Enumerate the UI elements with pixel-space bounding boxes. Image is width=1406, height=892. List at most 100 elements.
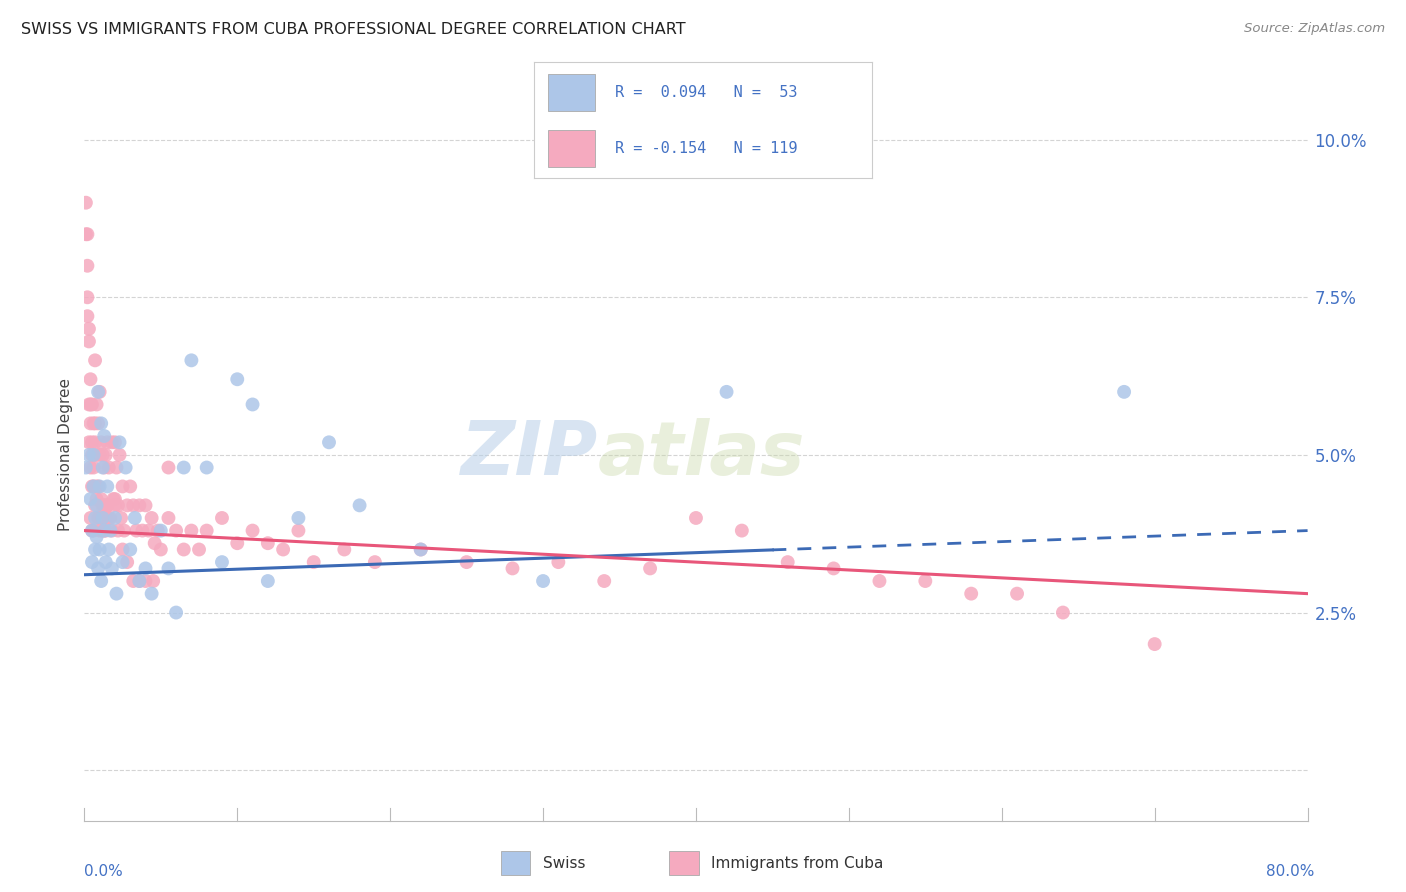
Point bbox=[86, 448, 108, 462]
Point bbox=[89, 511, 111, 525]
Point bbox=[89, 524, 111, 538]
Point bbox=[84, 435, 107, 450]
Point bbox=[108, 435, 131, 450]
Point bbox=[180, 353, 202, 368]
Point bbox=[131, 524, 153, 538]
Point bbox=[173, 460, 195, 475]
Point bbox=[1052, 606, 1074, 620]
Point bbox=[90, 574, 112, 588]
Point bbox=[87, 384, 110, 399]
Point bbox=[91, 499, 114, 513]
Point bbox=[97, 460, 120, 475]
Text: SWISS VS IMMIGRANTS FROM CUBA PROFESSIONAL DEGREE CORRELATION CHART: SWISS VS IMMIGRANTS FROM CUBA PROFESSION… bbox=[21, 22, 686, 37]
Point bbox=[124, 511, 146, 525]
Point bbox=[76, 290, 98, 304]
Point bbox=[86, 397, 108, 411]
Point bbox=[86, 479, 108, 493]
Point bbox=[105, 460, 128, 475]
Point bbox=[77, 322, 100, 336]
Text: R =  0.094   N =  53: R = 0.094 N = 53 bbox=[616, 85, 797, 100]
Point bbox=[143, 536, 166, 550]
Point bbox=[75, 195, 97, 210]
Bar bbox=[548, 129, 595, 167]
Point bbox=[104, 435, 127, 450]
Point bbox=[115, 555, 138, 569]
Point bbox=[93, 499, 115, 513]
Point bbox=[409, 542, 432, 557]
Point bbox=[165, 606, 187, 620]
Point bbox=[226, 536, 249, 550]
Point bbox=[76, 227, 98, 242]
Point bbox=[96, 499, 118, 513]
Point bbox=[94, 511, 117, 525]
Point bbox=[80, 479, 103, 493]
Point bbox=[1114, 384, 1136, 399]
Point bbox=[83, 524, 105, 538]
Point bbox=[456, 555, 478, 569]
Point bbox=[98, 524, 121, 538]
Point bbox=[79, 372, 101, 386]
Point bbox=[111, 542, 134, 557]
Point bbox=[960, 587, 983, 601]
Point bbox=[731, 524, 754, 538]
Point bbox=[287, 511, 309, 525]
Point bbox=[75, 460, 97, 475]
Point bbox=[79, 460, 101, 475]
Point bbox=[302, 555, 325, 569]
Point bbox=[101, 435, 124, 450]
Point bbox=[107, 499, 129, 513]
Text: atlas: atlas bbox=[598, 418, 806, 491]
Point bbox=[593, 574, 616, 588]
Point bbox=[157, 460, 180, 475]
Point bbox=[110, 511, 132, 525]
Point bbox=[91, 448, 114, 462]
Point bbox=[502, 561, 524, 575]
Point bbox=[94, 524, 117, 538]
Point bbox=[90, 417, 112, 431]
Point bbox=[89, 448, 111, 462]
Point bbox=[104, 511, 127, 525]
Point bbox=[86, 499, 108, 513]
Point bbox=[101, 524, 124, 538]
Point bbox=[98, 511, 121, 525]
Point bbox=[149, 542, 172, 557]
Point bbox=[180, 524, 202, 538]
Point bbox=[195, 524, 218, 538]
Point bbox=[135, 574, 157, 588]
Point bbox=[122, 499, 145, 513]
Point bbox=[111, 479, 134, 493]
Point bbox=[128, 499, 150, 513]
Point bbox=[257, 536, 280, 550]
Point bbox=[188, 542, 211, 557]
Text: 80.0%: 80.0% bbox=[1267, 863, 1315, 879]
Point bbox=[86, 491, 108, 506]
Point bbox=[97, 542, 120, 557]
Point bbox=[257, 574, 280, 588]
Point bbox=[211, 511, 233, 525]
Point bbox=[685, 511, 707, 525]
Point bbox=[84, 499, 107, 513]
Point bbox=[79, 417, 101, 431]
Point bbox=[77, 334, 100, 349]
Point bbox=[120, 479, 142, 493]
Point bbox=[1005, 587, 1028, 601]
Point bbox=[80, 524, 103, 538]
Point bbox=[122, 574, 145, 588]
Point bbox=[108, 448, 131, 462]
Point bbox=[112, 524, 135, 538]
Point bbox=[104, 491, 127, 506]
Bar bbox=[548, 74, 595, 112]
Point bbox=[93, 429, 115, 443]
Point bbox=[89, 384, 111, 399]
Point bbox=[90, 491, 112, 506]
Point bbox=[105, 587, 128, 601]
Point bbox=[96, 479, 118, 493]
Point bbox=[87, 561, 110, 575]
Point bbox=[114, 460, 136, 475]
Point bbox=[80, 448, 103, 462]
Point bbox=[716, 384, 738, 399]
Point bbox=[83, 479, 105, 493]
Point bbox=[97, 511, 120, 525]
Point bbox=[173, 542, 195, 557]
Point bbox=[226, 372, 249, 386]
